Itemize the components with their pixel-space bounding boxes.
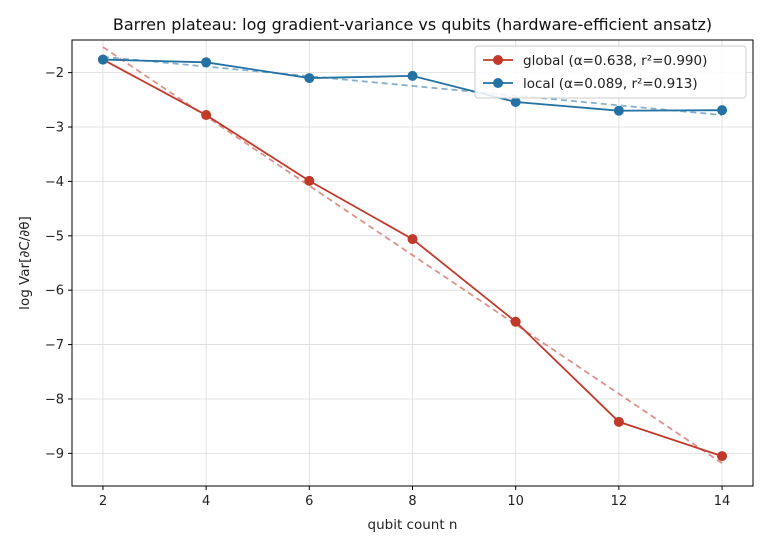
y-tick-label: −3 — [45, 121, 64, 136]
y-tick-label: −6 — [45, 284, 64, 299]
x-tick-label: 2 — [99, 494, 107, 509]
x-tick-label: 10 — [507, 494, 524, 509]
y-tick-label: −5 — [45, 229, 64, 244]
data-point — [201, 110, 212, 121]
chart-title: Barren plateau: log gradient-variance vs… — [113, 15, 712, 34]
y-tick-label: −2 — [45, 66, 64, 81]
y-tick-label: −7 — [45, 338, 64, 353]
x-axis-label: qubit count n — [368, 517, 458, 533]
legend-label: global (α=0.638, r²=0.990) — [523, 53, 707, 69]
y-tick-label: −8 — [45, 392, 64, 407]
y-axis-label: log Var[∂C/∂θ] — [17, 216, 33, 310]
x-tick-label: 12 — [611, 494, 628, 509]
series-lines — [97, 54, 728, 462]
x-tick-label: 4 — [202, 494, 210, 509]
legend: global (α=0.638, r²=0.990) local (α=0.089… — [474, 45, 747, 99]
data-point — [613, 105, 624, 116]
legend-marker — [493, 78, 503, 88]
legend-label: local (α=0.089, r²=0.913) — [523, 76, 698, 92]
data-point — [510, 316, 521, 327]
x-tick-label: 6 — [305, 494, 313, 509]
data-point — [304, 175, 315, 186]
y-tick-label: −4 — [45, 175, 64, 190]
y-tick-label: −9 — [45, 447, 64, 462]
data-point — [304, 73, 315, 84]
x-tick-label: 14 — [714, 494, 731, 509]
data-point — [613, 416, 624, 427]
data-point — [97, 54, 108, 65]
x-tick-label: 8 — [408, 494, 416, 509]
data-point — [510, 97, 521, 108]
data-point — [717, 451, 728, 462]
data-point — [717, 105, 728, 116]
grid — [72, 40, 753, 486]
data-point — [201, 57, 212, 68]
data-point — [407, 70, 418, 81]
legend-marker — [493, 55, 503, 65]
data-point — [407, 234, 418, 245]
legend-box — [474, 45, 747, 99]
axis-ticks: 2 4 6 8 10 12 14 −2 −3 −4 −5 −6 −7 −8 −9 — [45, 66, 730, 509]
